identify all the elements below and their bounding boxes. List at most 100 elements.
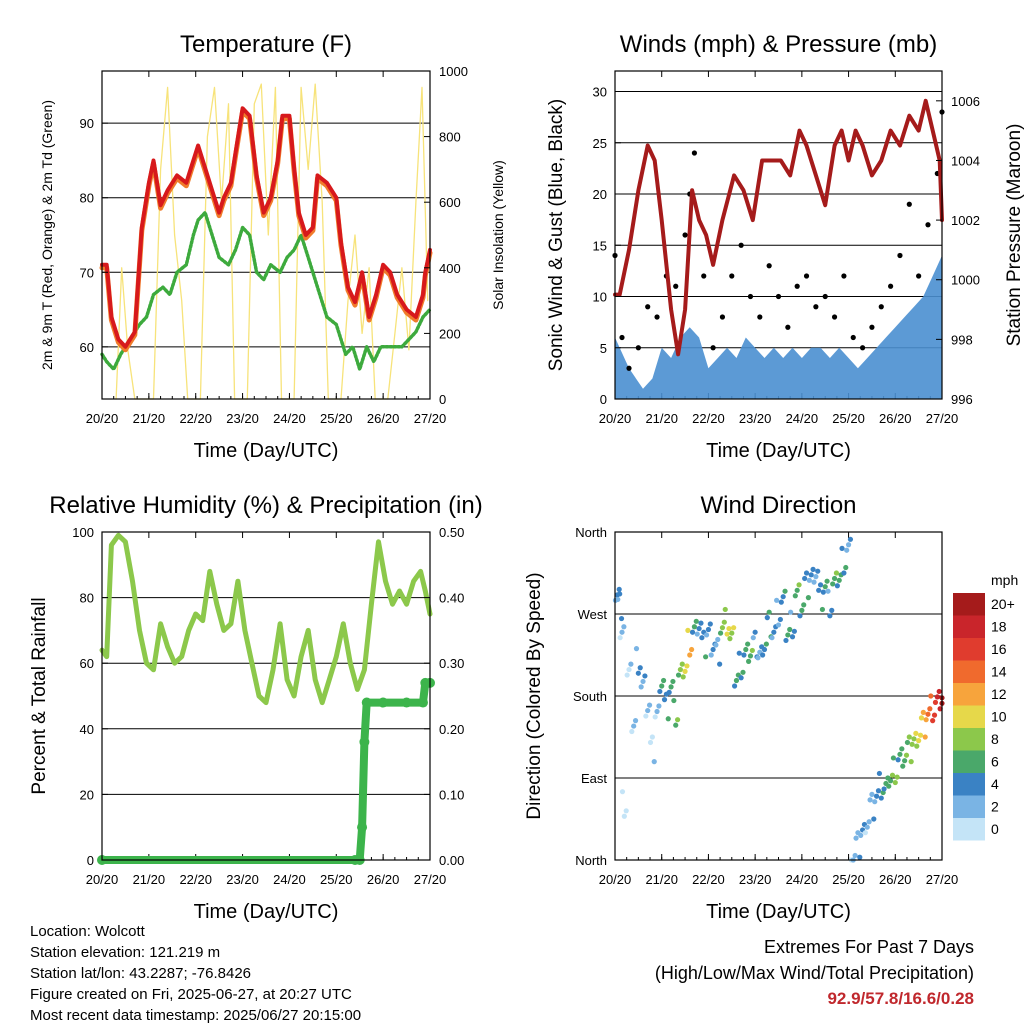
y-tick-label: 60 bbox=[80, 340, 94, 355]
direction-point bbox=[816, 587, 822, 593]
x-tick-label: 23/20 bbox=[226, 411, 259, 426]
direction-point bbox=[629, 728, 635, 735]
dewpoint-line bbox=[100, 210, 432, 371]
y2-tick-label: 600 bbox=[439, 195, 461, 210]
x-tick-label: 27/20 bbox=[414, 411, 447, 426]
x-tick-label: 25/20 bbox=[320, 411, 353, 426]
direction-point bbox=[858, 832, 864, 839]
x-tick-label: 26/20 bbox=[367, 411, 400, 426]
direction-point bbox=[847, 536, 854, 542]
colorbar-unit: mph bbox=[991, 572, 1018, 588]
direction-point bbox=[626, 666, 632, 673]
direction-point bbox=[743, 646, 749, 653]
direction-point bbox=[862, 830, 868, 836]
y2-tick-label: 1004 bbox=[951, 153, 980, 168]
direction-point bbox=[780, 594, 786, 600]
gust-point bbox=[803, 273, 810, 279]
direction-point bbox=[845, 542, 852, 548]
y-tick-label: North bbox=[575, 525, 607, 540]
x-tick-label: 27/20 bbox=[926, 411, 959, 426]
direction-point bbox=[618, 615, 625, 622]
gust-point bbox=[654, 314, 660, 320]
direction-point bbox=[892, 779, 898, 786]
gust-point bbox=[869, 324, 875, 330]
colorbar-label: 20+ bbox=[991, 596, 1015, 612]
direction-point bbox=[819, 606, 826, 613]
gust-point bbox=[906, 201, 912, 207]
direction-point bbox=[825, 588, 831, 594]
direction-point bbox=[731, 683, 738, 689]
x-tick-label: 20/20 bbox=[599, 411, 632, 426]
direction-point bbox=[815, 568, 821, 574]
direction-point bbox=[761, 646, 768, 653]
direction-point bbox=[749, 647, 755, 654]
plot-border bbox=[614, 70, 943, 400]
direction-point bbox=[789, 634, 796, 640]
plot-border bbox=[101, 531, 431, 861]
y-tick-label: 5 bbox=[600, 341, 607, 356]
direction-point bbox=[904, 739, 911, 746]
direction-point bbox=[890, 755, 897, 761]
gust-point bbox=[701, 273, 707, 279]
x-tick-label: 27/20 bbox=[926, 872, 959, 887]
direction-point bbox=[820, 589, 826, 595]
plot-border bbox=[614, 531, 943, 861]
direction-point bbox=[886, 783, 892, 789]
y2-tick-label: 1002 bbox=[951, 213, 980, 228]
gust-point bbox=[682, 232, 688, 238]
chart-temperature: Temperature (F) 20/20 21/20 22/20 23/20 24/20… bbox=[39, 31, 506, 462]
x-tick-label: 23/20 bbox=[739, 872, 772, 887]
direction-point bbox=[769, 635, 775, 641]
direction-point bbox=[615, 596, 621, 603]
direction-point bbox=[864, 824, 870, 830]
direction-point bbox=[617, 591, 623, 597]
gust-point bbox=[710, 345, 716, 351]
x-tick-label: 21/20 bbox=[133, 872, 166, 887]
direction-point bbox=[624, 672, 630, 678]
gust-point bbox=[822, 293, 828, 300]
direction-point bbox=[869, 791, 875, 798]
direction-point bbox=[631, 723, 637, 729]
colorbar-label: 0 bbox=[991, 821, 999, 837]
x-tick-label: 20/20 bbox=[86, 411, 119, 426]
y2-tick-label: 1000 bbox=[439, 64, 468, 79]
direction-point bbox=[902, 758, 908, 764]
direction-point bbox=[785, 632, 791, 638]
gust-point bbox=[747, 293, 754, 300]
direction-point bbox=[657, 688, 663, 695]
chart-title: Wind Direction bbox=[700, 492, 856, 519]
colorbar-swatch bbox=[953, 593, 985, 616]
direction-point bbox=[928, 693, 934, 699]
direction-point bbox=[752, 629, 758, 635]
direction-point bbox=[831, 575, 838, 582]
direction-point bbox=[684, 663, 690, 669]
gust-point bbox=[626, 365, 632, 371]
temp-2m-line bbox=[100, 106, 432, 349]
y2-tick-label: 0.30 bbox=[439, 656, 464, 671]
direction-point bbox=[787, 626, 793, 633]
direction-point bbox=[638, 684, 644, 690]
direction-point bbox=[675, 672, 682, 678]
precip-point bbox=[378, 697, 389, 708]
direction-point bbox=[760, 652, 766, 658]
chart-winds: Winds (mph) & Pressure (mb) 20/20 21/20 22/… bbox=[546, 31, 1024, 462]
direction-point bbox=[802, 575, 808, 582]
y2-tick-label: 1006 bbox=[951, 94, 980, 109]
gust-point bbox=[888, 283, 894, 289]
direction-point bbox=[673, 722, 679, 728]
direction-point bbox=[827, 613, 833, 619]
direction-point bbox=[895, 757, 901, 763]
direction-point bbox=[640, 678, 646, 685]
direction-point bbox=[687, 652, 693, 658]
y-tick-label: East bbox=[581, 771, 607, 786]
plot-border bbox=[101, 70, 431, 400]
y-axis-label: Percent & Total Rainfall bbox=[29, 597, 50, 794]
elevation-text: Station elevation: 121.219 m bbox=[30, 944, 221, 961]
direction-point bbox=[637, 665, 643, 671]
direction-point bbox=[699, 635, 705, 641]
direction-point bbox=[621, 624, 627, 630]
direction-point bbox=[621, 813, 627, 819]
direction-point bbox=[796, 582, 802, 588]
precip-point bbox=[357, 822, 368, 833]
direction-point bbox=[619, 789, 626, 795]
